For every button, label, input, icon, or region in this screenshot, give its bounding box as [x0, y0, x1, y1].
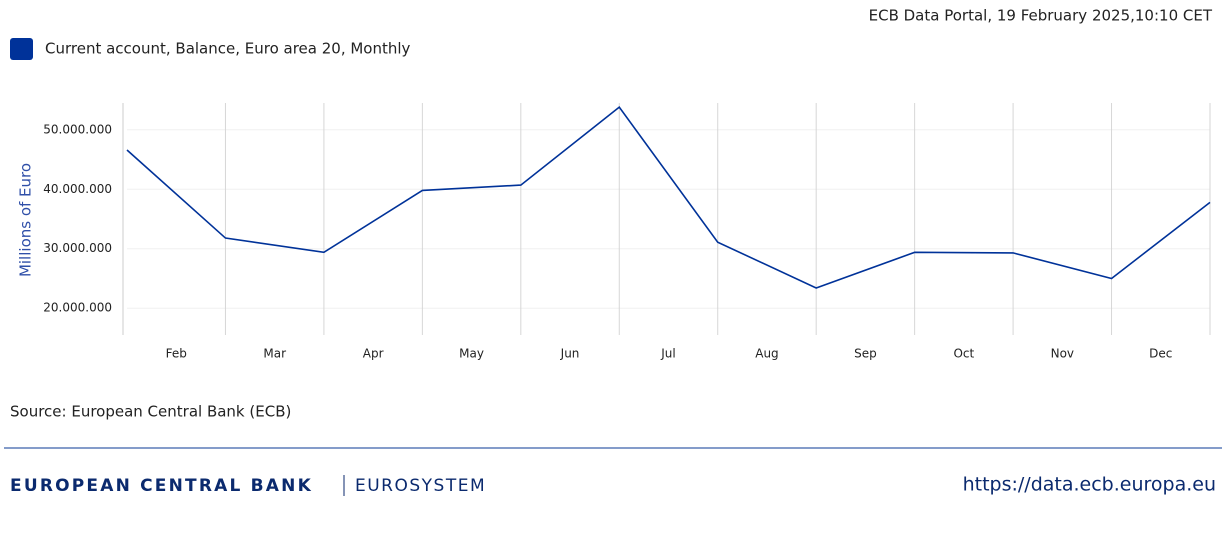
timestamp: ECB Data Portal, 19 February 2025,10:10 …	[869, 7, 1213, 25]
y-tick-label: 50.000.000	[43, 122, 112, 136]
y-tick-label: 20.000.000	[43, 301, 112, 315]
y-tick-label: 30.000.000	[43, 241, 112, 255]
x-tick-label: Oct	[953, 347, 974, 361]
url[interactable]: https://data.ecb.europa.eu	[963, 474, 1216, 496]
legend-swatch	[10, 38, 33, 60]
x-tick-label: Feb	[166, 347, 187, 361]
x-tick-label: Mar	[263, 347, 286, 361]
x-tick-label: Jul	[660, 347, 675, 361]
x-tick-label: Dec	[1149, 347, 1172, 361]
y-tick-label: 40.000.000	[43, 182, 112, 196]
brand: EUROPEAN CENTRAL BANK	[10, 476, 313, 496]
x-tick-label: Apr	[363, 347, 384, 361]
series-line	[126, 106, 1211, 289]
y-axis-label: Millions of Euro	[17, 163, 35, 277]
x-tick-label: Sep	[854, 347, 877, 361]
x-tick-label: Jun	[560, 347, 580, 361]
x-tick-label: Aug	[755, 347, 778, 361]
x-tick-label: May	[459, 347, 484, 361]
x-tick-label: Nov	[1051, 347, 1074, 361]
source: Source: European Central Bank (ECB)	[10, 403, 291, 421]
eurosystem: EUROSYSTEM	[355, 476, 486, 496]
legend-label: Current account, Balance, Euro area 20, …	[45, 40, 411, 58]
